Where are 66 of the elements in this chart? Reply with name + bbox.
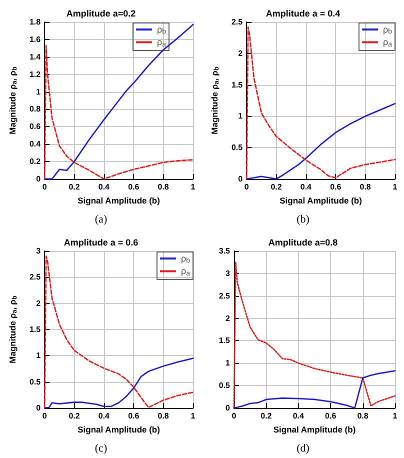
x-tick-label: 0.2 xyxy=(270,182,282,192)
text: (c) xyxy=(94,442,108,454)
x-tick-label: 0.6 xyxy=(128,182,140,192)
y-tick-label: 2 xyxy=(36,298,42,308)
x-tick-label: 0.4 xyxy=(98,182,110,192)
y-tick-label: 0 xyxy=(36,404,42,412)
chart-title: Amplitude a=0.8 xyxy=(268,238,338,248)
y-tick-label: 1.5 xyxy=(29,325,42,334)
y-tick-label: 2.5 xyxy=(29,272,42,282)
y-tick-label: 2 xyxy=(238,48,244,58)
x-tick-label: 0.6 xyxy=(128,412,140,420)
y-tick-label: 1.6 xyxy=(29,34,42,44)
y-tick-label: 1.2 xyxy=(29,70,42,79)
y-tick-label: 1.5 xyxy=(231,80,244,90)
x-axis-title: Signal Amplitude (b) xyxy=(78,195,160,206)
y-tick-label: 0.5 xyxy=(231,143,244,152)
y-tick-label: 0 xyxy=(238,174,244,184)
chart-title: Amplitude a=0.2 xyxy=(66,8,136,18)
y-tick-label: 0.5 xyxy=(218,381,231,390)
chart-title: Amplitude a = 0.6 xyxy=(64,238,138,248)
y-tick-label: 0.4 xyxy=(29,140,42,149)
y-tick-label: 1 xyxy=(36,351,42,360)
x-tick-label: 0.6 xyxy=(330,182,342,192)
y-tick-label: 3 xyxy=(36,246,42,256)
text: (d) xyxy=(296,442,310,454)
text: (a) xyxy=(94,214,108,226)
x-tick-label: 0.8 xyxy=(357,412,369,420)
y-tick-label: 1 xyxy=(226,358,231,368)
y-tick-label: 0.6 xyxy=(29,122,42,132)
x-tick-label: 1 xyxy=(190,412,196,420)
x-tick-label: 0.8 xyxy=(158,412,170,420)
x-tick-label: 0 xyxy=(244,182,250,192)
y-tick-label: 1.8 xyxy=(29,18,42,26)
x-axis-title: Signal Amplitude (b) xyxy=(273,424,356,434)
y-tick-label: 0.5 xyxy=(29,377,42,386)
x-tick-label: 0.4 xyxy=(98,412,110,420)
chart-title: Amplitude a = 0.4 xyxy=(266,8,340,18)
x-tick-label: 1 xyxy=(392,182,398,192)
x-tick-label: 0.4 xyxy=(300,182,312,192)
y-tick-label: 3.5 xyxy=(218,246,231,256)
x-tick-label: 0.2 xyxy=(260,412,272,420)
x-tick-label: 1 xyxy=(392,412,398,420)
x-tick-label: 0.8 xyxy=(158,182,170,192)
x-axis-title: Signal Amplitude (b) xyxy=(78,424,160,434)
y-tick-label: 0 xyxy=(36,174,42,184)
text: (b) xyxy=(296,214,310,226)
y-tick-label: 1.5 xyxy=(218,336,231,346)
y-tick-label: 2 xyxy=(226,314,231,323)
y-tick-label: 2.5 xyxy=(218,291,231,300)
y-tick-label: 0.2 xyxy=(29,157,42,166)
x-tick-label: 0.2 xyxy=(68,412,80,420)
x-axis-title: Signal Amplitude (b) xyxy=(280,195,362,206)
y-tick-label: 2.5 xyxy=(231,18,244,26)
x-tick-label: 1 xyxy=(190,182,196,192)
y-tick-label: 3 xyxy=(226,268,231,278)
y-tick-label: 1.4 xyxy=(29,52,42,62)
y-tick-label: 0 xyxy=(226,404,231,412)
x-tick-label: 0 xyxy=(42,182,48,192)
x-tick-label: 0 xyxy=(42,412,48,420)
x-tick-label: 0.8 xyxy=(360,182,372,192)
y-tick-label: 0.8 xyxy=(29,104,42,114)
x-tick-label: 0.2 xyxy=(68,182,80,192)
y-tick-label: 1 xyxy=(238,112,244,121)
y-tick-label: 1 xyxy=(36,87,42,96)
x-tick-label: 0.6 xyxy=(325,412,337,420)
x-tick-label: 0.4 xyxy=(292,412,305,420)
